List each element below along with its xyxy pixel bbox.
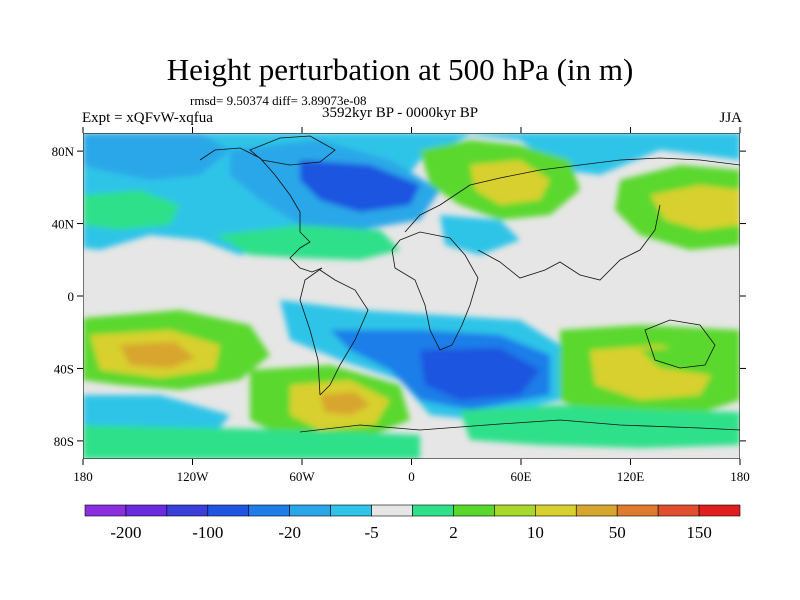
field-region-north-pacific-blue	[83, 133, 230, 180]
season-label: JJA	[719, 110, 742, 126]
colorbar-label: 10	[527, 523, 544, 542]
plot-title: Height perturbation at 500 hPa (in m)	[166, 52, 634, 87]
coastline-north-america	[199, 147, 323, 273]
coastline-africa	[391, 231, 479, 351]
field-region-subtropic-green	[215, 225, 400, 260]
y-tick-label: 80N	[52, 144, 75, 159]
coastline-south-america	[319, 269, 369, 396]
field-region-south-indian-dark-blue	[420, 348, 540, 400]
coastlines	[199, 135, 740, 433]
x-tick-label: 0	[408, 469, 415, 484]
field-region-pacific-green	[83, 190, 180, 230]
colorbar-box	[453, 504, 495, 517]
colorbar-box	[248, 504, 290, 517]
colorbar-box	[616, 504, 659, 517]
colorbar-label: 150	[686, 523, 712, 542]
x-tick-label: 60E	[511, 469, 532, 484]
coastline-asia-south	[477, 204, 661, 281]
colorbar-box	[657, 504, 700, 517]
colorbar-label: -5	[364, 523, 378, 542]
colorbar-box	[207, 504, 250, 517]
colorbar: -200 -100 -20 -5 2 10 50 150	[84, 504, 741, 542]
colorbar-box	[330, 504, 372, 517]
field-region-east-asia-yellow	[650, 185, 740, 230]
coastline-australia	[644, 319, 716, 369]
height-field-map	[83, 133, 740, 459]
colorbar-box	[289, 504, 331, 517]
y-axis: 80N 40N 0 40S 80S	[52, 144, 746, 449]
colorbar-box	[575, 504, 618, 517]
colorbar-box	[412, 504, 454, 517]
colorbar-box	[698, 504, 741, 517]
y-tick-label: 80S	[54, 434, 74, 449]
colorbar-box	[84, 504, 127, 517]
colorbar-box	[371, 504, 413, 517]
y-tick-label: 40N	[52, 217, 75, 232]
field-region-eurasia-yellow	[470, 160, 550, 205]
field-region-antarctic-green	[83, 425, 420, 459]
x-tick-label: 120W	[177, 469, 210, 484]
stats-label: rmsd= 9.50374 diff= 3.89073e-08	[190, 93, 367, 108]
field-region-sahara-blue	[440, 215, 520, 255]
field-region-north-atlantic-dark	[300, 160, 420, 212]
x-tick-label: 60W	[289, 469, 315, 484]
coastline-eurasia-north	[404, 157, 740, 233]
colorbar-box	[535, 504, 577, 517]
x-tick-label: 180	[730, 469, 750, 484]
colorbar-label: -100	[192, 523, 223, 542]
period-label: 3592kyr BP - 0000kyr BP	[322, 105, 479, 121]
colorbar-label: -20	[278, 523, 301, 542]
field-region-drake-orange	[320, 392, 370, 415]
colorbar-box	[494, 504, 536, 517]
coastline-south-america-west	[299, 267, 323, 396]
colorbar-label: -200	[110, 523, 141, 542]
x-axis: 180 120W 60W 0 60E 120E 180	[73, 127, 750, 484]
field-region-southern-ocean-green	[460, 405, 740, 448]
colorbar-label: 50	[609, 523, 626, 542]
x-tick-label: 120E	[617, 469, 645, 484]
y-tick-label: 0	[68, 289, 75, 304]
colorbar-label: 2	[449, 523, 458, 542]
x-tick-label: 180	[73, 469, 93, 484]
coastline-antarctica	[299, 419, 740, 433]
field-region-south-pacific-orange	[120, 342, 195, 368]
field-region-australia-green	[640, 345, 740, 375]
colorbar-box	[125, 504, 168, 517]
experiment-label: Expt = xQFvW-xqfua	[82, 110, 213, 126]
coastline-greenland	[249, 135, 336, 166]
colorbar-box	[166, 504, 209, 517]
y-tick-label: 40S	[54, 361, 74, 376]
